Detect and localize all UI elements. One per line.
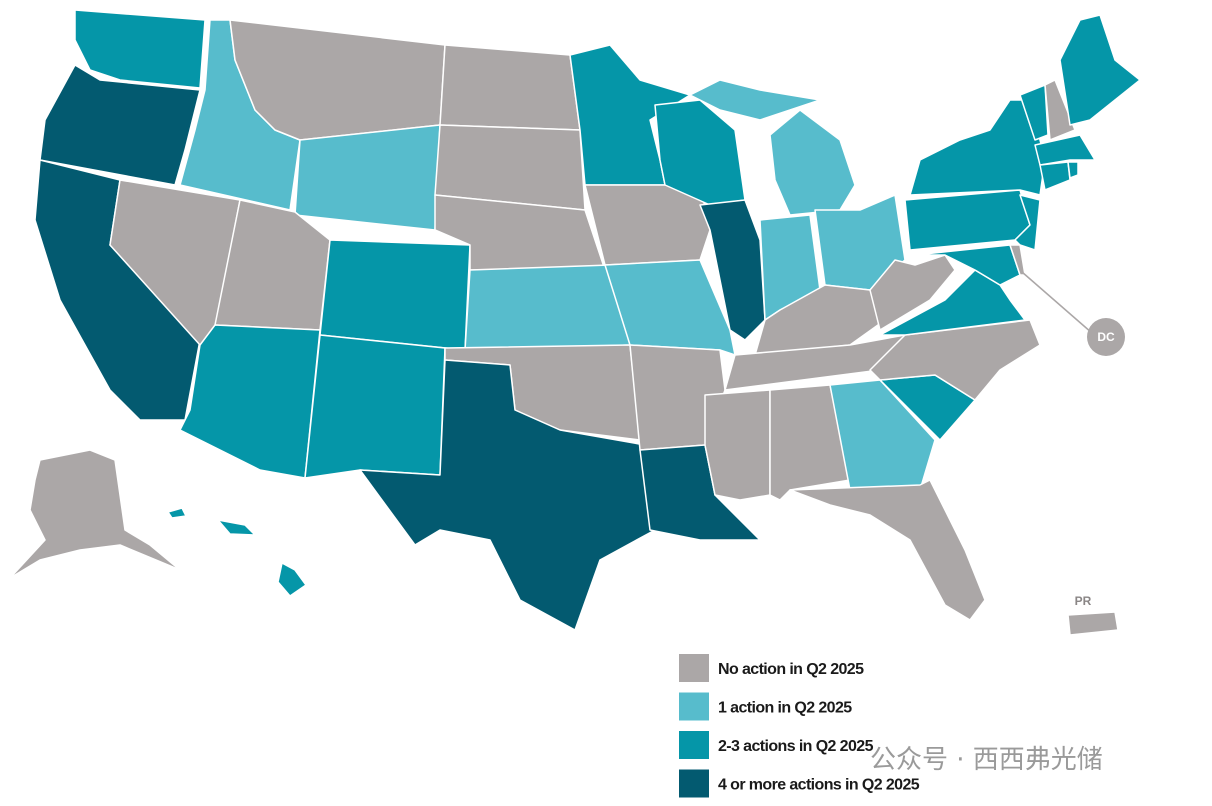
state xyxy=(1059,14,1141,126)
legend-label: 4 or more actions in Q2 2025 xyxy=(718,777,920,794)
state xyxy=(74,9,206,89)
state xyxy=(1019,84,1049,141)
state xyxy=(294,124,441,231)
state xyxy=(569,44,691,186)
state xyxy=(319,239,471,351)
state xyxy=(829,379,936,491)
state xyxy=(879,269,1026,336)
legend: No action in Q2 2025 1 action in Q2 2025 2… xyxy=(679,654,920,798)
state xyxy=(179,324,321,479)
state xyxy=(167,507,187,519)
state xyxy=(1044,79,1076,141)
legend-swatch xyxy=(679,692,709,721)
state xyxy=(699,199,766,341)
state xyxy=(769,109,856,216)
territory xyxy=(1067,611,1119,636)
state xyxy=(869,254,956,331)
legend-label: 2-3 actions in Q2 2025 xyxy=(718,738,874,755)
state xyxy=(789,479,986,621)
state xyxy=(689,79,821,121)
state xyxy=(464,264,631,351)
dc-marker xyxy=(1087,318,1125,356)
state xyxy=(39,64,201,186)
state xyxy=(439,44,581,131)
state xyxy=(704,389,771,501)
state xyxy=(9,449,181,579)
legend-label: No action in Q2 2025 xyxy=(718,661,864,678)
state xyxy=(217,519,256,536)
state xyxy=(1034,134,1096,166)
legend-swatch xyxy=(679,731,709,759)
pr-label: PR xyxy=(1075,594,1092,608)
us-map xyxy=(9,9,1141,636)
legend-label: 1 action in Q2 2025 xyxy=(718,700,852,717)
legend-swatch xyxy=(679,654,709,682)
legend-swatch xyxy=(679,769,709,798)
watermark: 公众号 · 西西弗光储 xyxy=(870,745,1103,775)
state xyxy=(304,334,446,479)
dc-label: DC xyxy=(1097,330,1115,344)
state xyxy=(277,562,307,597)
state xyxy=(359,359,656,631)
dc-leader xyxy=(1021,271,1093,334)
state xyxy=(1067,161,1079,179)
state xyxy=(909,99,1046,196)
state xyxy=(904,189,1031,251)
state xyxy=(1039,161,1071,191)
